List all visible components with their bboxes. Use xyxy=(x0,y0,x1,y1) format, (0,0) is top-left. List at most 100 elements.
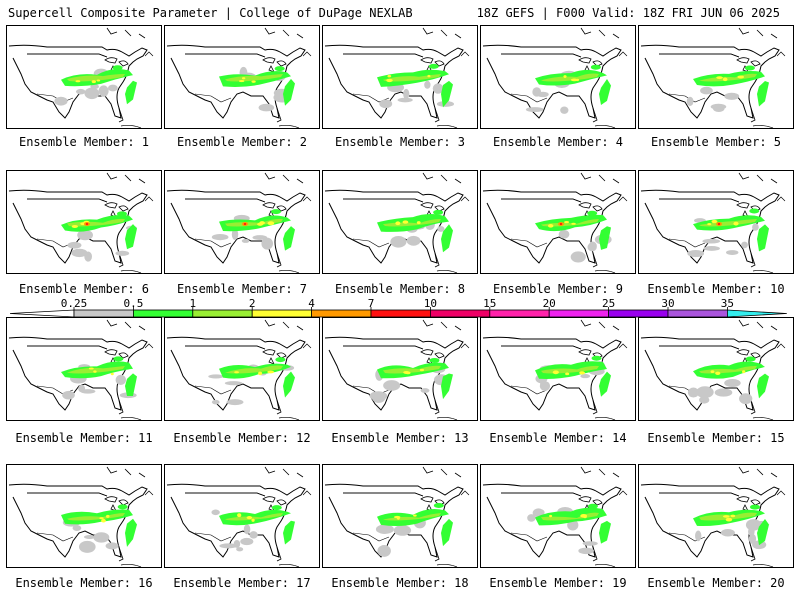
ensemble-map-panel xyxy=(322,464,478,568)
colorbar-tick-label: 0.25 xyxy=(61,298,88,310)
ensemble-map-panel xyxy=(480,464,636,568)
scp-contour-high xyxy=(730,514,736,518)
scp-contour-low xyxy=(107,84,118,92)
scp-contour-high xyxy=(237,513,242,518)
scp-contour-low xyxy=(527,514,536,522)
scp-contour-low xyxy=(75,88,86,95)
scp-contour-high xyxy=(105,514,110,518)
scp-contour-low xyxy=(208,374,224,379)
scp-contour-low xyxy=(710,103,727,110)
member-caption: Ensemble Member: 14 xyxy=(489,431,627,445)
scp-contour-low xyxy=(72,525,82,532)
scp-contour-east xyxy=(599,520,611,544)
scp-contour-high xyxy=(565,372,570,376)
colorbar-bin xyxy=(251,309,312,318)
ensemble-map-panel xyxy=(638,25,794,129)
scp-contour-low xyxy=(390,235,407,248)
scp-contour-low xyxy=(525,107,544,113)
scp-contour-low xyxy=(748,533,757,544)
scp-contour-east xyxy=(125,518,137,547)
colorbar-bin xyxy=(608,309,669,318)
scp-contour-east xyxy=(757,373,769,399)
scp-contour-east xyxy=(599,371,611,397)
colorbar-bin xyxy=(727,309,787,318)
scp-contour-mid xyxy=(225,218,283,227)
us-map xyxy=(640,466,786,567)
scp-contour-high xyxy=(251,80,256,83)
scp-contour-high xyxy=(547,224,554,228)
scp-contour-high xyxy=(427,74,431,78)
ensemble-map-panel xyxy=(638,464,794,568)
scp-contour-high xyxy=(571,222,576,225)
scp-contour-high xyxy=(725,517,733,522)
us-map xyxy=(482,27,628,128)
scp-contour-mid xyxy=(383,74,441,82)
scp-contour-low xyxy=(241,238,250,243)
scp-contour-low xyxy=(424,80,431,89)
scp-contour-high xyxy=(579,371,585,375)
scp-contour-high xyxy=(88,367,94,370)
scp-contour-east xyxy=(441,224,453,253)
scp-contour-low xyxy=(219,543,238,549)
member-caption: Ensemble Member: 10 xyxy=(647,282,785,296)
colorbar-low-arrow xyxy=(10,309,75,318)
scp-contour-high xyxy=(413,514,417,517)
us-map xyxy=(482,172,628,273)
scp-contour-low xyxy=(420,388,430,393)
colorbar-bin xyxy=(133,309,194,318)
us-map xyxy=(166,172,312,273)
member-caption: Ensemble Member: 7 xyxy=(176,282,308,296)
scp-contour-high xyxy=(402,220,409,224)
scp-contour-high xyxy=(238,79,245,83)
scp-contour-mid xyxy=(541,219,599,227)
ensemble-map-panel xyxy=(638,317,794,421)
ensemble-map-panel xyxy=(164,317,320,421)
scp-contour-low xyxy=(83,534,96,539)
scp-contour-high xyxy=(742,370,746,374)
chart-title: Supercell Composite Parameter | College … xyxy=(8,6,413,20)
scp-contour-high xyxy=(707,223,712,226)
colorbar-bin xyxy=(548,309,610,318)
ensemble-map-panel xyxy=(6,317,162,421)
member-caption: Ensemble Member: 5 xyxy=(650,135,782,149)
ensemble-map-panel xyxy=(164,25,320,129)
us-map xyxy=(324,319,470,420)
scp-contour-high xyxy=(110,372,114,376)
member-caption: Ensemble Member: 8 xyxy=(334,282,466,296)
colorbar-bin xyxy=(192,309,253,318)
scp-contour-high xyxy=(570,78,578,82)
scp-contour-low xyxy=(369,391,388,401)
scp-contour-low xyxy=(105,542,119,550)
scp-contour-mid xyxy=(67,366,125,374)
us-map xyxy=(166,319,312,420)
scp-contour-low xyxy=(226,399,244,406)
scp-contour-east xyxy=(441,373,453,400)
scp-contour-low xyxy=(115,374,127,385)
ensemble-map-panel xyxy=(480,317,636,421)
colorbar-tick-label: 30 xyxy=(661,298,674,310)
scp-contour-low xyxy=(752,223,759,231)
scp-contour-mid xyxy=(225,74,283,82)
scp-contour-low xyxy=(578,547,594,555)
scp-contour-high xyxy=(96,79,101,82)
member-caption: Ensemble Member: 12 xyxy=(173,431,311,445)
colorbar-tick-label: 1 xyxy=(189,298,196,310)
color-scale-legend: 0.25 0.5 1 2 4 7 10 15 20 25 30 35 xyxy=(10,298,787,318)
scp-contour-low xyxy=(687,249,705,258)
scp-contour-east xyxy=(757,518,769,546)
colorbar-bin xyxy=(73,309,134,318)
scp-contour-mid xyxy=(699,219,757,227)
scp-contour-low xyxy=(211,399,220,405)
scp-contour-low xyxy=(720,528,735,537)
scp-contour-high xyxy=(386,78,393,83)
scp-contour-high xyxy=(711,219,718,224)
scp-contour-high xyxy=(395,221,401,226)
colorbar-bin xyxy=(667,309,728,318)
scp-contour-low xyxy=(587,242,597,252)
scp-contour-band xyxy=(535,507,607,526)
scp-contour-low xyxy=(375,524,394,534)
scp-contour-low xyxy=(539,381,551,391)
scp-contour-low xyxy=(687,387,699,398)
scp-contour-high xyxy=(563,75,567,78)
scp-contour-low xyxy=(695,530,702,542)
